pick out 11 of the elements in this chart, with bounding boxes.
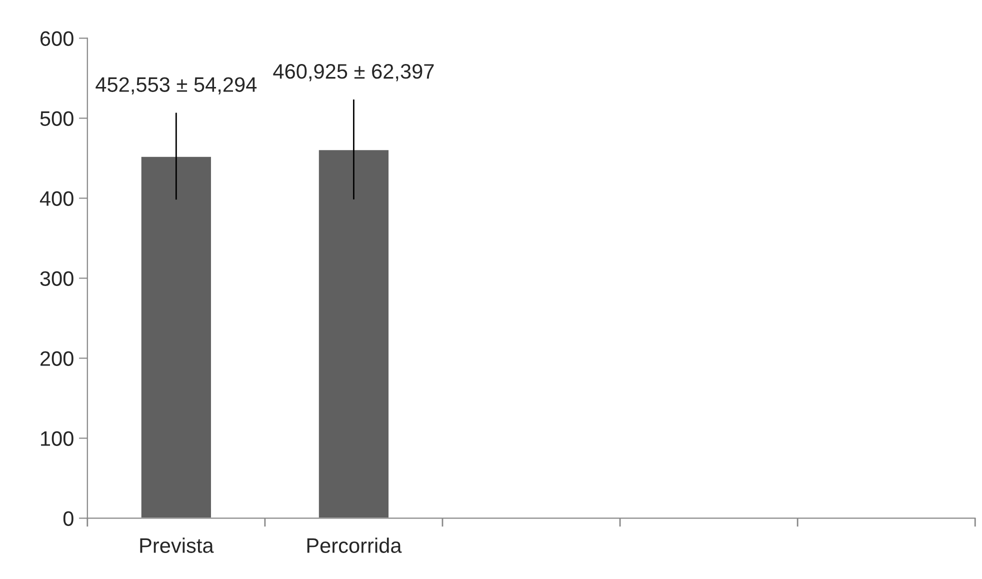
annotation: 452,553 ± 54,294 bbox=[96, 77, 257, 94]
y-tick-label: 100 bbox=[41, 431, 74, 446]
y-tick-label: 500 bbox=[40, 111, 74, 126]
annotation: 460,925 ± 62,397 bbox=[273, 64, 434, 82]
y-tick-label: 300 bbox=[40, 271, 74, 286]
y-tick-label: 600 bbox=[40, 31, 74, 46]
y-tick-label: 200 bbox=[40, 351, 74, 366]
x-tick-label: Prevista bbox=[140, 538, 214, 553]
y-tick-label: 0 bbox=[63, 511, 74, 526]
y-tick-label: 400 bbox=[40, 191, 74, 206]
x-tick-label: Percorrida bbox=[307, 538, 402, 553]
